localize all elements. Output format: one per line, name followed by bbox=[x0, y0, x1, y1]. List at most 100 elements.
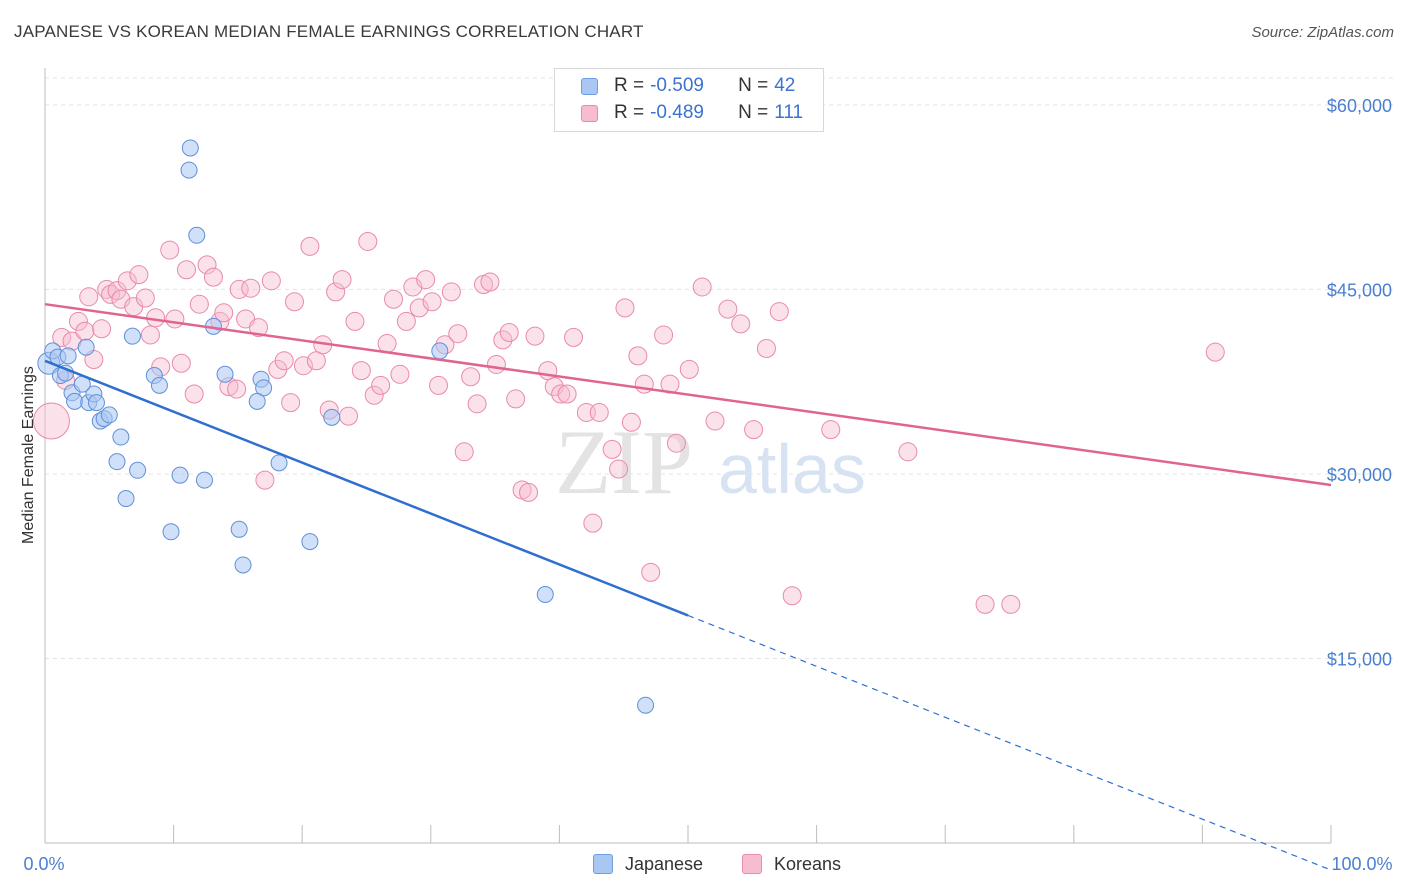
japanese-point bbox=[87, 394, 105, 412]
japanese-point bbox=[234, 556, 252, 574]
korean-point bbox=[583, 513, 603, 533]
korean-point bbox=[416, 270, 436, 290]
korean-point bbox=[332, 270, 352, 290]
korean-point bbox=[364, 385, 384, 405]
korean-point bbox=[628, 346, 648, 366]
korean-point bbox=[171, 353, 191, 373]
korean-point bbox=[589, 402, 609, 422]
korean-point bbox=[351, 361, 371, 381]
bottom-swatch-koreans bbox=[742, 854, 762, 874]
korean-point bbox=[176, 260, 196, 280]
korean-point bbox=[493, 330, 513, 350]
korean-point bbox=[284, 292, 304, 312]
korean-point bbox=[641, 562, 661, 582]
bottom-legend-label-japanese: Japanese bbox=[625, 853, 704, 874]
korean-point bbox=[1205, 342, 1225, 362]
korean-point bbox=[1001, 594, 1021, 614]
korean-point bbox=[129, 265, 149, 285]
korean-point bbox=[338, 406, 358, 426]
korean-point bbox=[654, 325, 674, 345]
japanese-point bbox=[431, 342, 449, 360]
korean-point bbox=[92, 319, 112, 339]
korean-point bbox=[621, 412, 641, 432]
japanese-point bbox=[123, 327, 141, 345]
korean-point bbox=[718, 299, 738, 319]
japanese-point bbox=[188, 226, 206, 244]
korean-point bbox=[197, 255, 217, 275]
korean-point bbox=[214, 303, 234, 323]
korean-point bbox=[564, 327, 584, 347]
japanese-trend-extension bbox=[687, 614, 1332, 871]
korean-point bbox=[165, 309, 185, 329]
korean-point bbox=[326, 282, 346, 302]
korean-point bbox=[821, 420, 841, 440]
korean-point bbox=[429, 375, 449, 395]
legend-n-value: 111 bbox=[774, 102, 804, 123]
korean-point bbox=[422, 292, 442, 312]
bottom-legend-japanese: Japanese bbox=[593, 851, 703, 877]
korean-point bbox=[602, 439, 622, 459]
korean-point bbox=[454, 442, 474, 462]
korean-point bbox=[557, 384, 577, 404]
source-label: Source: ZipAtlas.com bbox=[1251, 24, 1394, 41]
y-tick-label: $45,000 bbox=[1327, 280, 1392, 300]
korean-point bbox=[345, 311, 365, 331]
japanese-point bbox=[112, 428, 130, 446]
japanese-point bbox=[301, 533, 319, 551]
y-tick-label: $15,000 bbox=[1327, 649, 1392, 669]
korean-point bbox=[227, 379, 247, 399]
legend-r-label: R = bbox=[614, 102, 645, 123]
korean-point bbox=[448, 324, 468, 344]
korean-point bbox=[75, 321, 95, 341]
korean-point bbox=[261, 271, 281, 291]
legend-row-koreans: R = -0.489 N = 111 bbox=[581, 100, 803, 126]
korean-point bbox=[140, 325, 160, 345]
japanese-point bbox=[181, 139, 199, 157]
korean-point bbox=[306, 351, 326, 371]
korean-point bbox=[32, 402, 70, 440]
legend-row-japanese: R = -0.509 N = 42 bbox=[581, 73, 795, 99]
y-axis-label: Median Female Earnings bbox=[20, 366, 37, 544]
korean-point bbox=[293, 356, 313, 376]
japanese-point bbox=[162, 523, 180, 541]
korean-point bbox=[117, 271, 137, 291]
korean-point bbox=[609, 459, 629, 479]
korean-point bbox=[135, 288, 155, 308]
korean-point bbox=[396, 311, 416, 331]
korean-point bbox=[384, 289, 404, 309]
legend-n-value: 42 bbox=[774, 75, 796, 96]
japanese-point bbox=[270, 454, 288, 472]
korean-point bbox=[499, 322, 519, 342]
korean-point bbox=[975, 594, 995, 614]
korean-point bbox=[248, 318, 268, 338]
korean-point bbox=[300, 236, 320, 256]
korean-point bbox=[692, 277, 712, 297]
korean-point bbox=[390, 364, 410, 384]
korean-point bbox=[744, 420, 764, 440]
japanese-trend-line bbox=[44, 359, 689, 617]
y-tick-labels: $15,000 $30,000 $45,000 $60,000 bbox=[1327, 96, 1392, 670]
korean-point bbox=[898, 442, 918, 462]
y-tick-label: $30,000 bbox=[1327, 465, 1392, 485]
correlation-legend: R = -0.509 N = 42 R = -0.489 N = 111 bbox=[554, 68, 824, 132]
korean-point bbox=[769, 302, 789, 322]
japanese-point bbox=[248, 392, 266, 410]
legend-n-label: N = bbox=[738, 75, 769, 96]
korean-point bbox=[506, 389, 526, 409]
y-tick-label: $60,000 bbox=[1327, 96, 1392, 116]
japanese-point bbox=[637, 696, 655, 714]
legend-r-label: R = bbox=[614, 75, 645, 96]
korean-point bbox=[731, 314, 751, 334]
korean-point bbox=[377, 334, 397, 354]
watermark-atlas: atlas bbox=[718, 430, 866, 508]
x-ticks bbox=[44, 825, 1332, 843]
japanese-point bbox=[129, 461, 147, 479]
korean-point bbox=[274, 351, 294, 371]
korean-point bbox=[281, 393, 301, 413]
korean-point bbox=[160, 240, 180, 260]
korean-point bbox=[551, 384, 571, 404]
x-tick-label-min: 0.0% bbox=[23, 854, 64, 874]
japanese-point bbox=[216, 365, 234, 383]
japanese-point bbox=[180, 161, 198, 179]
